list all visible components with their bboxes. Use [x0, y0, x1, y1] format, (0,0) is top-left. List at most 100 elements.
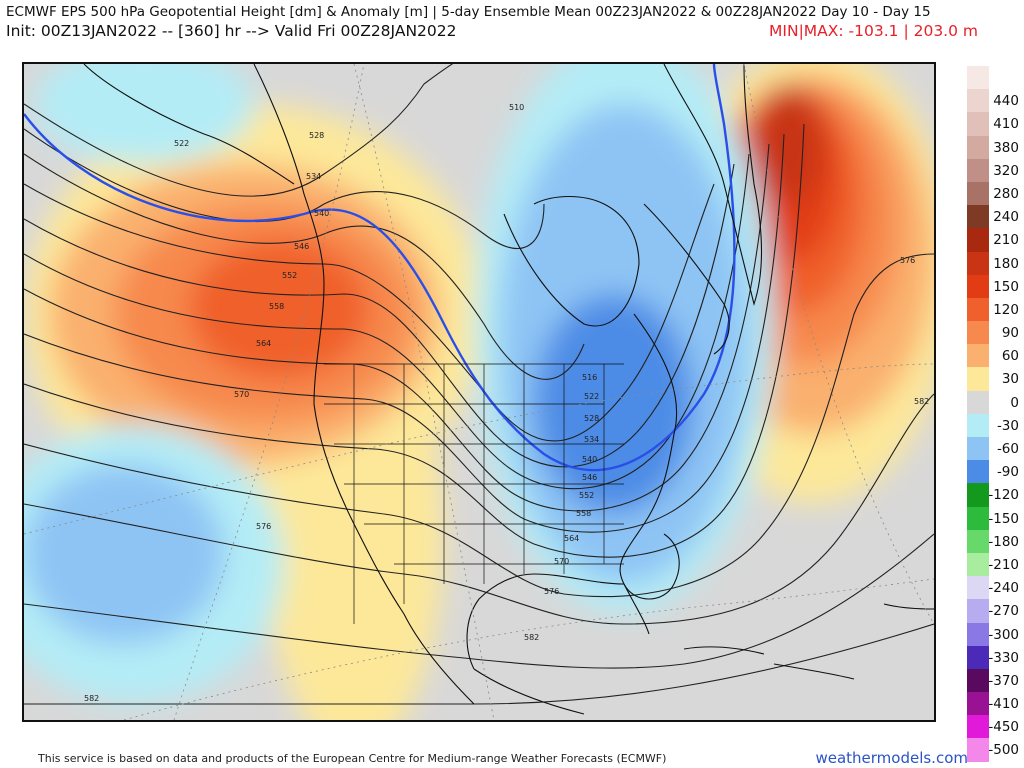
legend-swatch [967, 344, 989, 368]
contour-label: 546 [582, 473, 597, 482]
legend-swatch [967, 715, 989, 739]
legend-swatch [967, 274, 989, 298]
legend-label: 280 [993, 185, 1019, 202]
legend-swatch [967, 622, 989, 646]
legend-entry: 150 [967, 274, 1019, 298]
legend-label: -240 [988, 580, 1019, 597]
contour-label: 570 [234, 390, 249, 399]
contour-label: 576 [256, 522, 271, 531]
state-borders [324, 363, 624, 624]
legend-swatch [967, 390, 989, 414]
legend-entry: 380 [967, 135, 1019, 159]
legend-swatch [967, 297, 989, 322]
contour-label: 528 [584, 414, 599, 423]
legend-swatch [967, 367, 989, 391]
legend-entry: 410 [967, 112, 1019, 136]
anomaly-field [24, 64, 934, 720]
legend-entry: -60 [967, 437, 1019, 461]
legend-swatch [967, 181, 989, 206]
contour-label: 582 [524, 633, 539, 642]
legend-swatch [967, 135, 989, 159]
map-canvas: 522 528 534 540 546 552 558 564 570 576 … [24, 64, 934, 720]
legend-entry: 60 [967, 344, 1019, 368]
contour-label: 546 [294, 242, 309, 251]
contour-label: 540 [582, 455, 597, 464]
coastlines [83, 64, 934, 715]
legend-swatch [967, 437, 989, 461]
anomaly-legend: 440 410 380 320 280 240 210 180 150 120 90 60 30 0 -30… [967, 66, 1019, 762]
legend-entry: -300 [967, 622, 1019, 646]
min-max-readout: MIN|MAX: -103.1 | 203.0 m [769, 22, 978, 40]
legend-entry: -180 [967, 529, 1019, 553]
contour-label: 564 [564, 534, 579, 543]
contour-label: 540 [314, 209, 329, 218]
legend-label: 210 [993, 232, 1019, 249]
contour-label: 522 [174, 139, 189, 148]
contour-label: 576 [544, 587, 559, 596]
legend-entry: 30 [967, 367, 1019, 391]
legend-swatch [967, 460, 989, 484]
legend-swatch [967, 112, 989, 136]
contour-label: 582 [914, 397, 929, 406]
legend-label: 150 [993, 278, 1019, 295]
contour-label: 558 [576, 509, 591, 518]
legend-entry: -330 [967, 645, 1019, 669]
legend-swatch [967, 576, 989, 600]
legend-swatch [967, 668, 989, 693]
legend-label: -450 [988, 719, 1019, 736]
legend-label: 440 [993, 93, 1019, 110]
legend-entry: 180 [967, 251, 1019, 275]
legend-label: -330 [988, 649, 1019, 666]
legend-entry: -270 [967, 599, 1019, 623]
legend-entry: -410 [967, 692, 1019, 716]
legend-entry: -370 [967, 668, 1019, 693]
legend-label: -270 [988, 603, 1019, 620]
contour-labels: 522 528 534 540 546 552 558 564 570 576 … [84, 103, 929, 703]
legend-entry: -30 [967, 413, 1019, 437]
legend-entry: 280 [967, 181, 1019, 206]
contour-label: 582 [84, 694, 99, 703]
legend-label: 320 [993, 162, 1019, 179]
contour-label: 510 [509, 103, 524, 112]
legend-entry [967, 66, 1019, 90]
contour-label: 570 [554, 557, 569, 566]
legend-label: 180 [993, 255, 1019, 272]
legend-entry: 120 [967, 297, 1019, 322]
legend-label: -500 [988, 742, 1019, 759]
legend-entry: 320 [967, 158, 1019, 182]
legend-entry: -150 [967, 506, 1019, 530]
legend-entry: -450 [967, 715, 1019, 739]
legend-entry: -120 [967, 483, 1019, 507]
contour-540-line [24, 64, 736, 472]
legend-entry: -500 [967, 738, 1019, 762]
legend-swatch [967, 692, 989, 716]
legend-label: 30 [1001, 371, 1019, 388]
legend-label: 240 [993, 209, 1019, 226]
contour-label: 564 [256, 339, 271, 348]
contour-label: 558 [269, 302, 284, 311]
legend-label: -150 [988, 510, 1019, 527]
legend-entry: 90 [967, 321, 1019, 345]
legend-entry: -240 [967, 576, 1019, 600]
legend-entry: 0 [967, 390, 1019, 414]
contour-label: 552 [579, 491, 594, 500]
legend-label: -410 [988, 696, 1019, 713]
legend-swatch [967, 205, 989, 229]
contour-label: 534 [584, 435, 599, 444]
legend-entry: 210 [967, 228, 1019, 252]
contour-label: 534 [306, 172, 321, 181]
contour-label: 528 [309, 131, 324, 140]
legend-swatch [967, 599, 989, 623]
legend-label: 60 [1001, 348, 1019, 365]
legend-label: -90 [996, 464, 1019, 481]
contour-label: 516 [582, 373, 597, 382]
legend-label: -370 [988, 672, 1019, 689]
site-link[interactable]: weathermodels.com [815, 749, 968, 767]
legend-label: 0 [1010, 394, 1019, 411]
legend-label: -30 [996, 417, 1019, 434]
legend-swatch [967, 89, 989, 113]
legend-label: -210 [988, 556, 1019, 573]
contour-label: 522 [584, 392, 599, 401]
legend-swatch [967, 321, 989, 345]
legend-label: 90 [1001, 325, 1019, 342]
